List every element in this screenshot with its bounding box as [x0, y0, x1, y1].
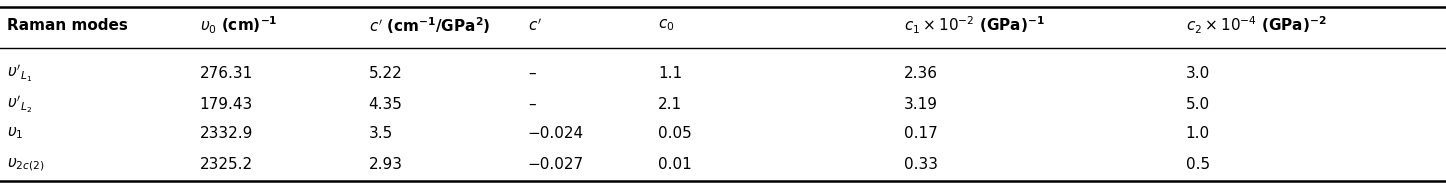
Text: 1.1: 1.1 [658, 66, 683, 81]
Text: 5.22: 5.22 [369, 66, 402, 81]
Text: 0.33: 0.33 [904, 157, 938, 172]
Text: $c_2 \times 10^{-4}\ \mathdefault{(GPa)^{-2}}$: $c_2 \times 10^{-4}\ \mathdefault{(GPa)^… [1186, 15, 1326, 36]
Text: 179.43: 179.43 [200, 97, 253, 112]
Text: $\upsilon_1$: $\upsilon_1$ [7, 126, 23, 141]
Text: $c_0$: $c_0$ [658, 18, 674, 33]
Text: 276.31: 276.31 [200, 66, 253, 81]
Text: 4.35: 4.35 [369, 97, 402, 112]
Text: 0.01: 0.01 [658, 157, 691, 172]
Text: −0.027: −0.027 [528, 157, 584, 172]
Text: $\upsilon'_{L_1}$: $\upsilon'_{L_1}$ [7, 63, 32, 84]
Text: –: – [528, 66, 535, 81]
Text: –: – [528, 97, 535, 112]
Text: 2325.2: 2325.2 [200, 157, 253, 172]
Text: $c'\ \mathdefault{(cm^{-1}/GPa^2)}$: $c'\ \mathdefault{(cm^{-1}/GPa^2)}$ [369, 15, 490, 36]
Text: 3.5: 3.5 [369, 126, 393, 141]
Text: $\upsilon'_{L_2}$: $\upsilon'_{L_2}$ [7, 94, 32, 115]
Text: 0.5: 0.5 [1186, 157, 1210, 172]
Text: $c'$: $c'$ [528, 17, 542, 34]
Text: 2332.9: 2332.9 [200, 126, 253, 141]
Text: 3.19: 3.19 [904, 97, 938, 112]
Text: $c_1 \times 10^{-2}\ \mathdefault{(GPa)^{-1}}$: $c_1 \times 10^{-2}\ \mathdefault{(GPa)^… [904, 15, 1044, 36]
Text: 0.17: 0.17 [904, 126, 937, 141]
Text: 0.05: 0.05 [658, 126, 691, 141]
Text: −0.024: −0.024 [528, 126, 584, 141]
Text: 2.36: 2.36 [904, 66, 938, 81]
Text: $\upsilon_{2c(2)}$: $\upsilon_{2c(2)}$ [7, 156, 45, 173]
Text: 2.1: 2.1 [658, 97, 683, 112]
Text: $\upsilon_0\ \mathdefault{(cm)^{-1}}$: $\upsilon_0\ \mathdefault{(cm)^{-1}}$ [200, 15, 278, 36]
Text: 5.0: 5.0 [1186, 97, 1210, 112]
Text: 2.93: 2.93 [369, 157, 403, 172]
Text: 1.0: 1.0 [1186, 126, 1210, 141]
Text: 3.0: 3.0 [1186, 66, 1210, 81]
Text: Raman modes: Raman modes [7, 18, 129, 33]
